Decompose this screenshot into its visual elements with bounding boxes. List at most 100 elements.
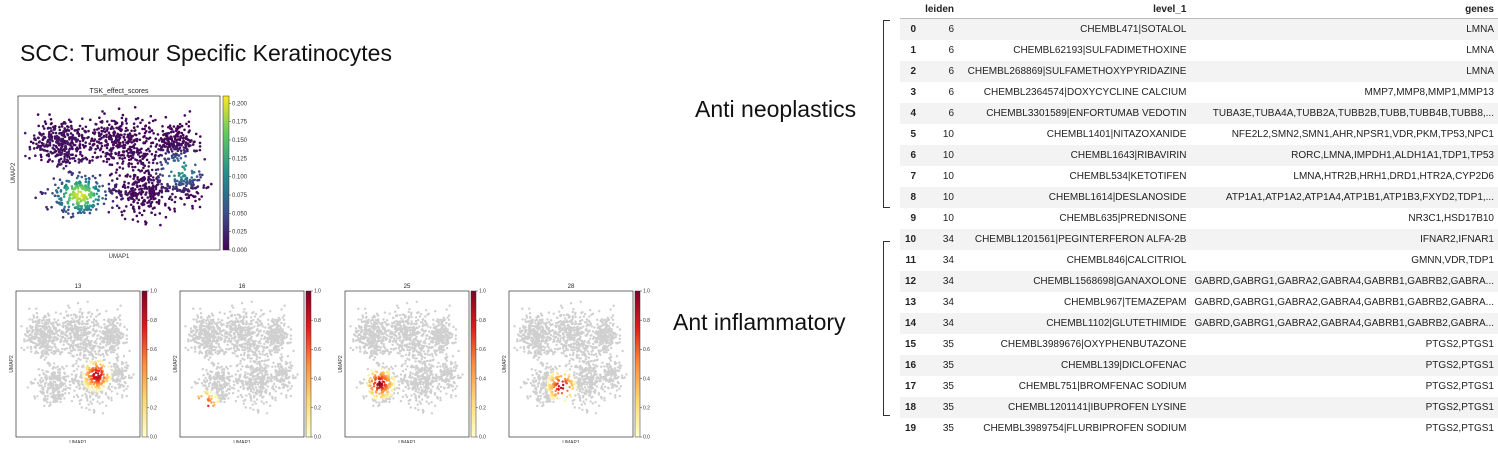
cell-point	[40, 336, 44, 339]
cell-point	[237, 327, 240, 330]
cell-point	[218, 346, 222, 349]
cell-point	[111, 143, 115, 147]
cell-point	[107, 210, 111, 214]
colorbar-tick-label: 0.200	[232, 101, 248, 107]
cell-point	[99, 335, 103, 339]
cell-point	[136, 117, 140, 120]
cell-point	[277, 372, 280, 375]
cell-point	[72, 369, 76, 373]
cell-point	[211, 336, 215, 340]
cell-point	[104, 393, 108, 396]
cell-point	[252, 391, 255, 394]
cell-point	[54, 311, 58, 314]
cell-point	[211, 325, 215, 328]
cell-point	[121, 396, 124, 399]
cell-point	[127, 165, 131, 168]
cell-point	[194, 331, 198, 334]
cell-point	[54, 350, 57, 353]
cell-point	[214, 351, 217, 354]
cell-point	[122, 333, 125, 336]
cell-point	[41, 390, 44, 394]
cell-point	[143, 127, 146, 131]
cell-point	[108, 342, 112, 345]
cell-point	[253, 331, 256, 334]
cell-point	[140, 202, 143, 206]
cell-point	[198, 148, 202, 152]
cell-point	[111, 344, 114, 347]
cell-point	[123, 186, 127, 189]
cell-point	[272, 342, 276, 345]
cell-point	[122, 146, 125, 150]
cell-point	[85, 348, 88, 351]
cell-point	[98, 138, 101, 141]
cell-point	[186, 348, 190, 352]
cell-point	[61, 137, 65, 141]
cell-point	[96, 372, 100, 375]
cell-point	[67, 118, 71, 122]
cell-point	[148, 187, 151, 191]
cell-point	[205, 379, 209, 382]
cell-point	[85, 332, 89, 336]
cell-point	[44, 376, 47, 380]
cell-point	[274, 330, 277, 334]
plot-title: 25	[404, 284, 411, 290]
cell-point	[36, 382, 40, 385]
cell-point	[98, 148, 102, 152]
cell-point	[255, 398, 259, 401]
cell-point	[68, 380, 71, 383]
cell-point	[79, 336, 83, 339]
cell-point	[379, 351, 382, 354]
cell-point	[132, 182, 136, 185]
cell-point	[112, 362, 116, 366]
cell-point	[112, 318, 115, 321]
cell-point	[40, 158, 43, 162]
cell-point	[154, 145, 158, 148]
cell-point	[100, 144, 104, 148]
cell-point	[135, 214, 139, 218]
cell-point	[253, 347, 256, 350]
cell-point	[245, 394, 248, 397]
colorbar-tick-label: 0.2	[150, 405, 157, 411]
cell-point	[81, 127, 84, 130]
cell-point	[97, 374, 100, 377]
cell-point	[175, 179, 179, 183]
cell-point	[217, 380, 221, 384]
cell-point	[86, 300, 89, 303]
cell-point	[217, 339, 220, 342]
cell-point	[265, 401, 268, 404]
cell-point	[258, 330, 262, 333]
cell-point	[76, 187, 80, 190]
cell-point	[66, 304, 70, 307]
cell-point	[101, 110, 104, 113]
cell-point	[58, 371, 61, 374]
cell-point	[73, 348, 77, 352]
cell-point	[51, 342, 54, 345]
cell-point	[261, 369, 265, 373]
cell-point	[101, 150, 105, 154]
cell-point	[127, 376, 131, 380]
cell-point	[129, 175, 132, 178]
cell-point	[89, 325, 92, 328]
cell-point	[106, 142, 109, 146]
cell-point	[228, 388, 231, 391]
cell-point	[145, 139, 148, 143]
cell-point	[141, 190, 145, 194]
cell-point	[137, 168, 140, 172]
cell-point	[148, 149, 151, 153]
cell-point	[86, 399, 89, 402]
cell-point	[72, 395, 76, 398]
cell-point	[115, 168, 119, 171]
cell-point	[277, 379, 281, 382]
cell-point	[197, 378, 201, 381]
cell-point	[41, 341, 44, 344]
cell-point	[29, 337, 33, 340]
cell-point	[138, 155, 142, 158]
cell-point	[250, 350, 254, 353]
cell-point	[129, 151, 132, 154]
cell-point	[63, 337, 67, 340]
cell-point	[218, 311, 222, 314]
cell-point	[50, 386, 53, 389]
cell-point	[90, 386, 94, 389]
cell-point	[222, 371, 225, 374]
